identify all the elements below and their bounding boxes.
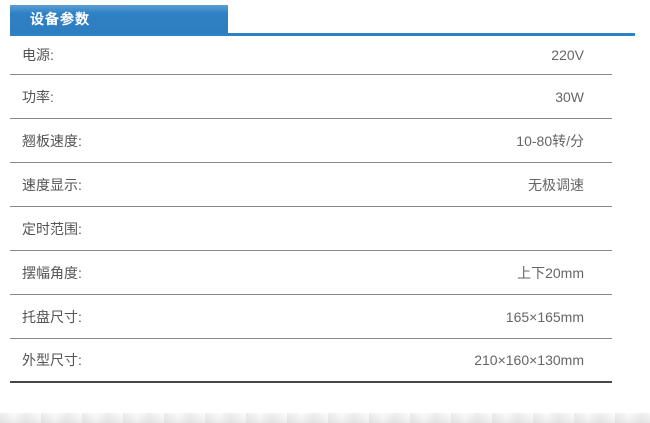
table-row: 定时范围: — [10, 207, 612, 251]
param-label: 外型尺寸: — [22, 352, 82, 368]
param-label: 功率: — [22, 88, 54, 105]
param-value: 165×165mm — [505, 308, 584, 325]
param-label: 摆幅角度: — [22, 264, 82, 281]
param-label: 定时范围: — [22, 220, 82, 237]
table-row: 速度显示: 无极调速 — [10, 163, 612, 207]
param-value: 10-80转/分 — [516, 132, 584, 149]
table-row: 功率: 30W — [10, 75, 612, 119]
param-value: 无极调速 — [528, 176, 584, 193]
table-row: 翘板速度: 10-80转/分 — [10, 119, 612, 163]
table-row: 摆幅角度: 上下20mm — [10, 251, 612, 295]
param-value: 上下20mm — [517, 264, 584, 281]
table-row: 电源: 220V — [10, 36, 612, 75]
param-label: 托盘尺寸: — [22, 308, 82, 325]
tab-device-parameters[interactable]: 设备参数 — [10, 5, 228, 33]
param-label: 翘板速度: — [22, 132, 82, 149]
table-row: 托盘尺寸: 165×165mm — [10, 295, 612, 339]
cropped-content-below — [0, 413, 650, 423]
parameter-table: 电源: 220V 功率: 30W 翘板速度: 10-80转/分 速度显示: 无极… — [10, 36, 612, 383]
param-value: 30W — [555, 88, 584, 105]
param-label: 速度显示: — [22, 176, 82, 193]
tab-accent-underline — [10, 33, 635, 36]
section-tab-bar: 设备参数 — [10, 5, 635, 36]
param-label: 电源: — [22, 47, 54, 63]
param-value: 210×160×130mm — [474, 352, 584, 368]
table-row: 外型尺寸: 210×160×130mm — [10, 339, 612, 383]
param-value: 220V — [551, 47, 584, 63]
